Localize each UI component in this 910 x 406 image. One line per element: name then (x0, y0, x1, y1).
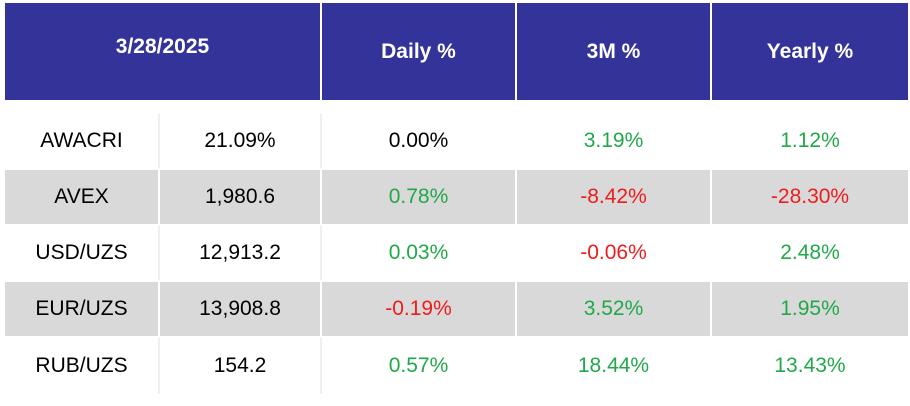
table-row: USD/UZS 12,913.2 0.03% -0.06% 2.48% (5, 226, 908, 282)
row-value: 1,980.6 (160, 170, 322, 224)
row-3m: 3.52% (517, 282, 712, 336)
header-3m: 3M % (517, 3, 712, 100)
row-name: USD/UZS (5, 226, 160, 280)
row-yearly: 1.12% (780, 129, 840, 152)
row-name: RUB/UZS (5, 338, 160, 394)
row-value: 12,913.2 (160, 226, 322, 280)
table-row: AVEX 1,980.6 0.78% -8.42% -28.30% (5, 170, 908, 226)
row-value: 21.09% (160, 114, 322, 168)
row-yearly: -28.30% (770, 185, 850, 208)
row-3m: -8.42% (517, 170, 712, 224)
row-yearly: 1.95% (780, 297, 840, 320)
row-daily: 0.00% (322, 114, 517, 168)
row-value: 13,908.8 (160, 282, 322, 336)
table-header: 3/28/2025 Daily % 3M % Yearly % (5, 3, 908, 100)
row-3m: 18.44% (517, 338, 712, 394)
header-yearly: Yearly % (766, 39, 854, 63)
row-yearly: 13.43% (774, 354, 846, 377)
table-row: EUR/UZS 13,908.8 -0.19% 3.52% 1.95% (5, 282, 908, 338)
row-name: EUR/UZS (5, 282, 160, 336)
row-3m: 3.19% (517, 114, 712, 168)
table-row: AWACRI 21.09% 0.00% 3.19% 1.12% (5, 114, 908, 170)
header-spacer (5, 100, 908, 114)
row-3m: -0.06% (517, 226, 712, 280)
table-row: RUB/UZS 154.2 0.57% 18.44% 13.43% (5, 338, 908, 394)
row-daily: 0.57% (322, 338, 517, 394)
row-value: 154.2 (160, 338, 322, 394)
market-table: 3/28/2025 Daily % 3M % Yearly % AWACRI 2… (5, 3, 908, 394)
row-daily: 0.78% (322, 170, 517, 224)
row-name: AWACRI (5, 114, 160, 168)
row-name: AVEX (5, 170, 160, 224)
row-daily: -0.19% (322, 282, 517, 336)
row-yearly: 2.48% (780, 241, 840, 264)
row-daily: 0.03% (322, 226, 517, 280)
header-daily: Daily % (322, 3, 517, 100)
header-date: 3/28/2025 (5, 3, 322, 100)
